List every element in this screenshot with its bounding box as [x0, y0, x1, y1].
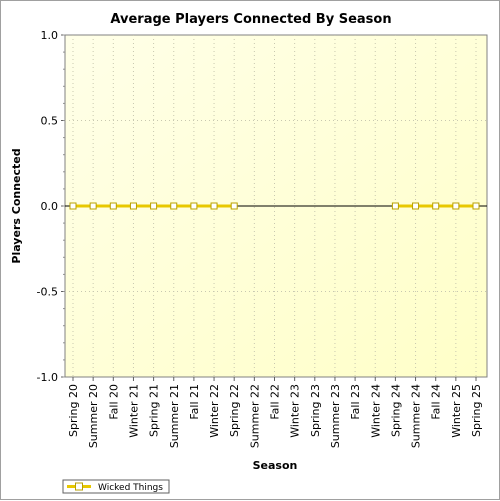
- y-tick-label: 1.0: [41, 29, 59, 42]
- y-tick-label: 0.0: [41, 200, 59, 213]
- data-point: [69, 202, 77, 210]
- x-tick-label: Fall 22: [269, 384, 282, 420]
- y-tick-label: -0.5: [37, 286, 58, 299]
- data-point: [412, 202, 420, 210]
- x-tick-label: Summer 20: [87, 384, 100, 448]
- x-tick-label: Spring 23: [309, 384, 322, 437]
- legend-label: Wicked Things: [98, 483, 163, 493]
- x-tick-label: Spring 25: [470, 384, 483, 437]
- y-tick-label: -1.0: [37, 371, 58, 384]
- x-tick-label: Winter 24: [369, 384, 382, 438]
- x-tick-label: Summer 24: [410, 384, 423, 448]
- data-point: [432, 202, 440, 210]
- data-point: [150, 202, 158, 210]
- x-tick-label: Summer 23: [329, 384, 342, 448]
- data-point: [109, 202, 117, 210]
- x-tick-label: Winter 23: [289, 384, 302, 438]
- data-point: [230, 202, 238, 210]
- legend-swatch-marker: [75, 482, 83, 491]
- x-tick-label: Fall 23: [349, 384, 362, 420]
- data-point: [129, 202, 137, 210]
- data-point: [89, 202, 97, 210]
- series-layer: [69, 202, 480, 210]
- y-tick-label: 0.5: [41, 115, 59, 128]
- chart-title: Average Players Connected By Season: [110, 12, 391, 27]
- data-point: [190, 202, 198, 210]
- x-tick-label: Winter 22: [208, 384, 221, 438]
- data-point: [472, 202, 480, 210]
- data-point: [210, 202, 218, 210]
- x-tick-label: Fall 21: [188, 384, 201, 420]
- legend-box: [62, 479, 170, 494]
- x-tick-label: Summer 21: [168, 384, 181, 448]
- y-axis: 1.0 0.5 0.0 -0.5 -1.0: [37, 29, 65, 384]
- x-tick-label: Winter 21: [127, 384, 140, 438]
- x-tick-label: Fall 20: [107, 384, 120, 420]
- x-tick-label: Spring 24: [389, 384, 402, 437]
- data-point: [170, 202, 178, 210]
- x-tick-label: Spring 21: [148, 384, 161, 437]
- data-point: [391, 202, 399, 210]
- x-tick-label: Spring 22: [228, 384, 241, 437]
- x-axis: Spring 20 Summer 20 Fall 20 Winter 21 Spring…: [67, 377, 483, 448]
- legend: Wicked Things: [62, 479, 170, 494]
- x-axis-title: Season: [253, 459, 298, 472]
- data-point: [452, 202, 460, 210]
- x-tick-label: Winter 25: [450, 384, 463, 438]
- x-tick-label: Spring 20: [67, 384, 80, 437]
- x-tick-label: Fall 24: [430, 384, 443, 420]
- y-axis-title: Players Connected: [10, 148, 23, 263]
- grid-layer: [65, 35, 487, 377]
- x-tick-label: Summer 22: [248, 384, 261, 448]
